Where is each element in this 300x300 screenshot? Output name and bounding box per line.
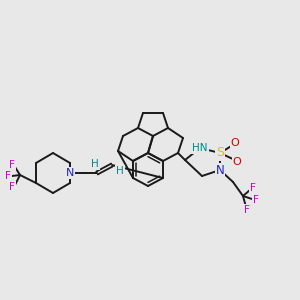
Text: HN: HN <box>192 143 208 153</box>
Text: H: H <box>91 159 99 169</box>
Text: F: F <box>9 160 15 170</box>
Text: F: F <box>253 195 259 205</box>
Text: N: N <box>66 168 74 178</box>
Text: N: N <box>216 164 224 176</box>
Text: O: O <box>232 157 242 167</box>
Text: F: F <box>244 205 250 215</box>
Text: F: F <box>5 171 11 181</box>
Text: F: F <box>250 183 256 193</box>
Text: S: S <box>216 146 224 160</box>
Text: H: H <box>116 166 124 176</box>
Text: F: F <box>9 182 15 192</box>
Text: O: O <box>231 138 239 148</box>
